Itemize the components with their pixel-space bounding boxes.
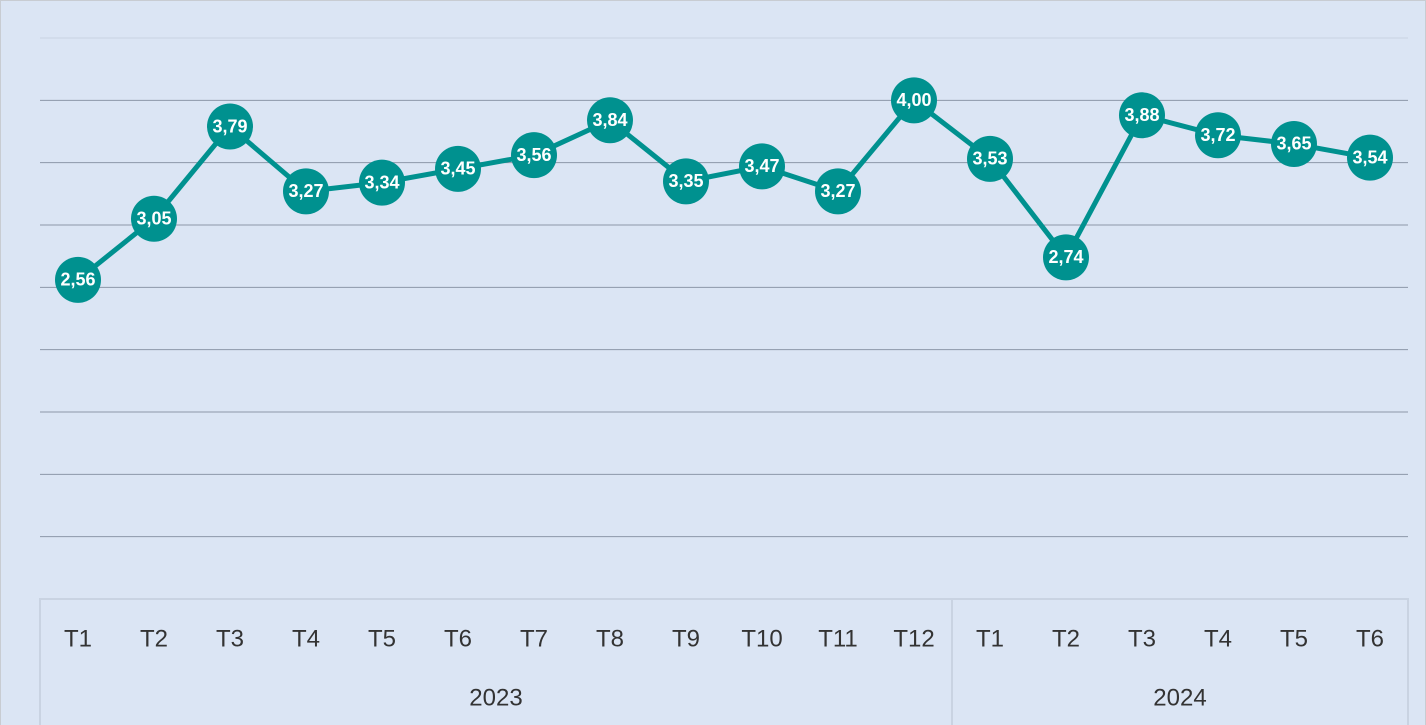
point xyxy=(663,158,709,205)
data-label: 3,84 xyxy=(592,110,627,130)
data-label: 3,27 xyxy=(288,181,323,201)
x-tick-label: T7 xyxy=(520,625,548,652)
x-tick-label: T4 xyxy=(1204,625,1232,652)
data-label: 3,54 xyxy=(1352,147,1387,167)
point xyxy=(1347,134,1393,181)
point xyxy=(207,103,253,150)
data-label: 2,56 xyxy=(60,270,95,290)
x-tick-label: T2 xyxy=(140,625,168,652)
data-label: 4,00 xyxy=(896,90,931,110)
x-tick-label: T8 xyxy=(596,625,624,652)
x-tick-label: T4 xyxy=(292,625,320,652)
data-label: 3,05 xyxy=(136,209,171,229)
data-label: 3,35 xyxy=(668,171,703,191)
point xyxy=(967,135,1013,182)
point xyxy=(587,97,633,144)
x-tick-label: T5 xyxy=(1280,625,1308,652)
x-tick-label: T11 xyxy=(818,625,858,652)
data-label: 2,74 xyxy=(1048,247,1083,267)
point xyxy=(1043,234,1089,281)
x-tick-label: T5 xyxy=(368,625,396,652)
point xyxy=(55,256,101,303)
x-tick-label: T12 xyxy=(893,625,934,652)
data-label: 3,72 xyxy=(1200,125,1235,145)
data-label: 3,79 xyxy=(212,116,247,136)
x-tick-label: T3 xyxy=(216,625,244,652)
data-label: 3,53 xyxy=(972,149,1007,169)
point xyxy=(1119,92,1165,139)
point xyxy=(359,159,405,206)
group-label: 2024 xyxy=(1153,684,1206,711)
data-label: 3,45 xyxy=(440,159,475,179)
point xyxy=(435,145,481,192)
point xyxy=(739,143,785,190)
x-tick-label: T1 xyxy=(64,625,92,652)
point xyxy=(1271,120,1317,167)
data-label: 3,34 xyxy=(364,172,399,192)
point xyxy=(283,168,329,215)
data-label: 3,56 xyxy=(516,145,551,165)
x-tick-label: T6 xyxy=(444,625,472,652)
group-label: 2023 xyxy=(469,684,522,711)
x-tick-label: T3 xyxy=(1128,625,1156,652)
axis-box xyxy=(39,598,1409,725)
point xyxy=(815,168,861,215)
point xyxy=(131,195,177,242)
point xyxy=(891,77,937,124)
x-tick-label: T9 xyxy=(672,625,700,652)
x-tick-label: T10 xyxy=(741,625,782,652)
data-label: 3,65 xyxy=(1276,134,1311,154)
data-label: 3,27 xyxy=(820,181,855,201)
x-tick-label: T2 xyxy=(1052,625,1080,652)
data-label: 3,47 xyxy=(744,156,779,176)
point xyxy=(511,132,557,179)
data-label: 3,88 xyxy=(1124,105,1159,125)
x-tick-label: T6 xyxy=(1356,625,1384,652)
point xyxy=(1195,112,1241,159)
x-tick-label: T1 xyxy=(976,625,1004,652)
